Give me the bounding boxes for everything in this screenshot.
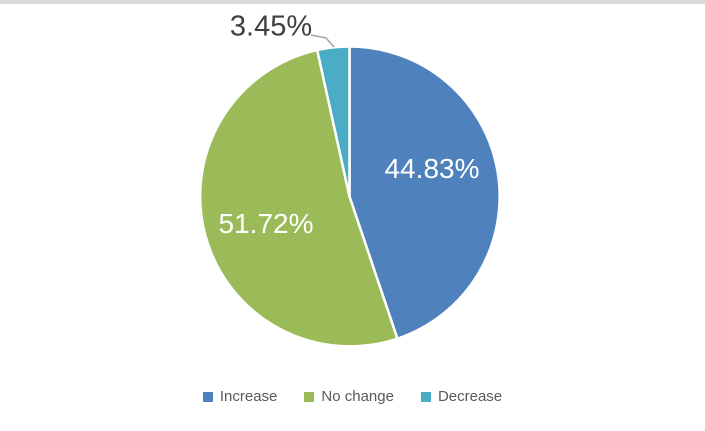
pie-slice-no-change	[198, 48, 399, 348]
pie-slice-increase	[348, 45, 501, 340]
data-label-decrease: 3.45%	[229, 10, 313, 43]
pie-slice-decrease	[315, 45, 351, 198]
legend-swatch-no-change	[304, 391, 315, 402]
legend-label: Decrease	[437, 388, 503, 405]
legend-swatch-decrease	[420, 391, 431, 402]
data-label-no-change: 51.72%	[218, 208, 314, 239]
legend-label: No change	[321, 388, 394, 405]
legend-swatch-increase	[202, 391, 213, 402]
legend-item-no-change: No change	[304, 388, 394, 405]
data-label-increase: 44.83%	[384, 153, 480, 184]
chart-legend: Increase No change Decrease	[0, 388, 705, 405]
legend-item-increase: Increase	[202, 388, 278, 405]
leader-line-decrease	[310, 34, 335, 48]
window-edge-strip	[0, 0, 705, 4]
legend-label: Increase	[219, 388, 278, 405]
legend-item-decrease: Decrease	[420, 388, 503, 405]
